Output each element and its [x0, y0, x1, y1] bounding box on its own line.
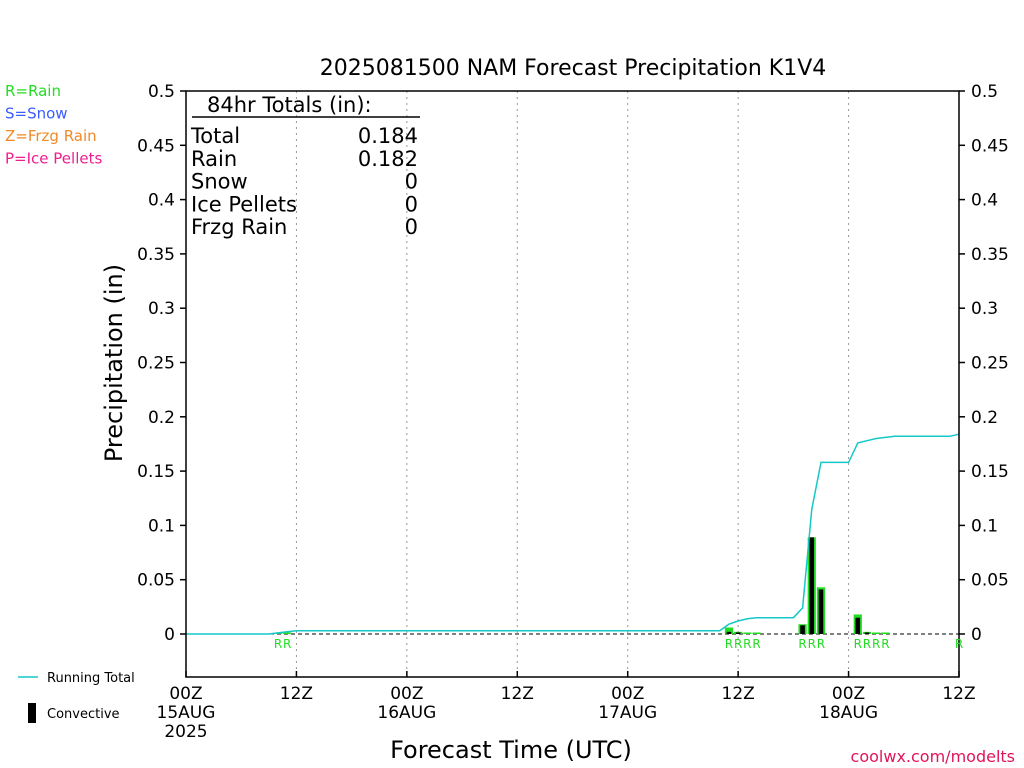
x-tick-label: 2025	[164, 722, 207, 742]
precip-bar	[724, 627, 734, 634]
legend: R=Rain S=Snow Z=Frzg Rain P=Ice Pellets Runn…	[5, 82, 135, 723]
precip-bar	[743, 632, 752, 634]
y-tick-label-right: 0.2	[971, 408, 998, 428]
ptype-label: R	[752, 637, 760, 651]
legend-type-item: P=Ice Pellets	[5, 150, 102, 168]
y-tick-label-left: 0.2	[148, 408, 175, 428]
ptype-label: R	[274, 637, 282, 651]
legend-type-item: Z=Frzg Rain	[5, 127, 97, 145]
totals-row-label: Rain	[191, 147, 237, 171]
totals-row-value: 0	[405, 215, 418, 239]
x-tick-label: 12Z	[280, 684, 313, 704]
totals-row-label: Ice Pellets	[191, 192, 297, 216]
x-tick-label: 12Z	[501, 684, 534, 704]
y-tick-label-right: 0.1	[971, 516, 998, 536]
precip-bar	[872, 632, 881, 634]
y-tick-label-right: 0	[971, 625, 982, 645]
y-axis-label: Precipitation (in)	[100, 264, 128, 462]
ptype-label: R	[881, 637, 889, 651]
totals-row-value: 0.184	[358, 124, 418, 148]
x-tick-label: 00Z	[390, 684, 423, 704]
ptype-label: R	[725, 637, 733, 651]
legend-convective-swatch	[28, 703, 36, 723]
convective-bar	[735, 632, 741, 634]
y-tick-label-left: 0.05	[137, 571, 175, 591]
y-tick-label-left: 0.4	[148, 191, 175, 211]
ptype-label: R	[283, 637, 291, 651]
x-tick-label: 18AUG	[819, 703, 878, 723]
y-tick-label-right: 0.5	[971, 82, 998, 102]
ptype-label: R	[854, 637, 862, 651]
running-total-layer	[186, 433, 960, 635]
totals-row-value: 0.182	[358, 147, 418, 171]
totals-row-value: 0	[405, 192, 418, 216]
y-tick-label-right: 0.15	[971, 462, 1009, 482]
legend-type-item: R=Rain	[5, 82, 61, 100]
convective-bar	[800, 625, 805, 634]
x-tick-label: 16AUG	[377, 703, 436, 723]
totals-heading: 84hr Totals (in):	[207, 93, 372, 117]
totals-row-value: 0	[405, 170, 418, 194]
ptype-label: R	[955, 637, 963, 651]
ptype-label: R	[808, 637, 816, 651]
ptype-label: R	[734, 637, 742, 651]
totals-row-label: Total	[190, 124, 240, 148]
legend-running-total-label: Running Total	[47, 671, 135, 686]
y-tick-label-right: 0.25	[971, 354, 1009, 374]
ptype-label: R	[798, 637, 806, 651]
x-axis-label: Forecast Time (UTC)	[390, 736, 632, 764]
y-tick-label-left: 0.1	[148, 516, 175, 536]
chart-title: 2025081500 NAM Forecast Precipitation K1…	[320, 56, 827, 81]
y-tick-label-right: 0.05	[971, 571, 1009, 591]
legend-convective-label: Convective	[47, 707, 120, 722]
ptype-label: R	[872, 637, 880, 651]
x-tick-label: 00Z	[611, 684, 644, 704]
bars-layer	[273, 537, 890, 634]
y-tick-label-right: 0.45	[971, 136, 1009, 156]
y-tick-label-left: 0.3	[148, 299, 175, 319]
y-tick-label-left: 0.5	[148, 82, 175, 102]
convective-bar	[726, 631, 732, 634]
convective-bar	[818, 589, 824, 634]
y-tick-label-left: 0.25	[137, 354, 175, 374]
legend-type-item: S=Snow	[5, 105, 68, 123]
x-tick-label: 15AUG	[157, 703, 216, 723]
convective-bar	[855, 617, 861, 634]
precip-bar	[752, 632, 761, 634]
ptype-label: R	[817, 637, 825, 651]
precip-bar	[283, 632, 292, 634]
convective-bar	[809, 537, 815, 634]
credit-text: coolwx.com/modelts	[851, 747, 1015, 766]
axes-layer	[185, 90, 960, 678]
y-tick-label-right: 0.4	[971, 191, 998, 211]
convective-bar	[864, 632, 870, 634]
x-tick-label: 12Z	[722, 684, 755, 704]
y-tick-label-left: 0	[164, 625, 175, 645]
plot-frame	[185, 90, 960, 678]
ptype-label: R	[863, 637, 871, 651]
y-tick-label-right: 0.35	[971, 245, 1009, 265]
y-tick-label-right: 0.3	[971, 299, 998, 319]
y-tick-label-left: 0.15	[137, 462, 175, 482]
y-tick-label-left: 0.35	[137, 245, 175, 265]
totals-row-label: Frzg Rain	[191, 215, 287, 239]
running-total-line	[186, 433, 960, 635]
x-tick-label: 17AUG	[598, 703, 657, 723]
x-tick-label: 12Z	[942, 684, 975, 704]
precip-bar	[881, 632, 890, 634]
totals-row-label: Snow	[191, 170, 248, 194]
x-tick-label: 00Z	[169, 684, 202, 704]
x-tick-label: 00Z	[832, 684, 865, 704]
ptype-label: R	[743, 637, 751, 651]
y-tick-label-left: 0.45	[137, 136, 175, 156]
totals-box: 84hr Totals (in): Total 0.184 Rain 0.182 Snow…	[190, 93, 420, 239]
ticks-layer: 0 00.05 0.050.1 0.10.15 0.150.2 0.20.25 0.250.…	[137, 82, 1009, 742]
grid-layer	[186, 91, 959, 677]
